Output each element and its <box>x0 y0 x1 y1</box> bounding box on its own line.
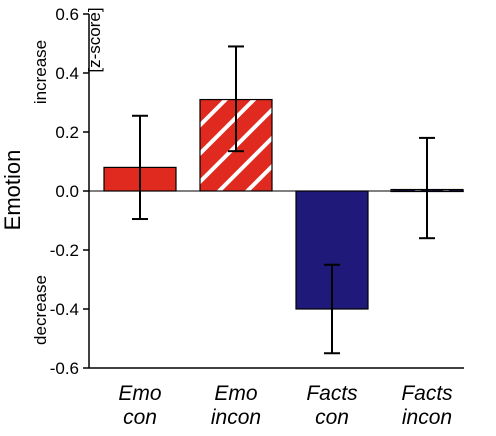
category-label-line2: incon <box>211 406 261 429</box>
y-tick-label: -0.6 <box>50 359 79 378</box>
y-tick-label: 0.2 <box>55 123 79 142</box>
bars <box>103 98 464 310</box>
y-axis-ticks: 0.6 0.4 0.2 0.0 -0.2 -0.4 -0.6 <box>50 5 89 378</box>
y-tick-label: -0.4 <box>50 300 79 319</box>
y-tick-label: 0.4 <box>55 64 79 83</box>
y-tick-label: -0.2 <box>50 241 79 260</box>
unit-label: [z-score] <box>85 7 104 72</box>
category-label-line1: Emo <box>118 382 162 405</box>
y-tick-label: 0.0 <box>55 182 79 201</box>
category-label-line1: Emo <box>214 382 258 405</box>
category-label-line2: con <box>315 406 349 429</box>
y-tick-label: 0.6 <box>55 5 79 24</box>
category-label-line1: Facts <box>306 382 358 405</box>
category-label-line2: incon <box>402 406 452 429</box>
error-bars <box>132 45 435 355</box>
category-label-line1: Facts <box>401 382 453 405</box>
category-label-line2: con <box>123 406 157 429</box>
y-axis-label: Emotion <box>0 150 25 231</box>
decrease-label: decrease <box>31 275 50 345</box>
increase-label: increase <box>31 40 50 104</box>
